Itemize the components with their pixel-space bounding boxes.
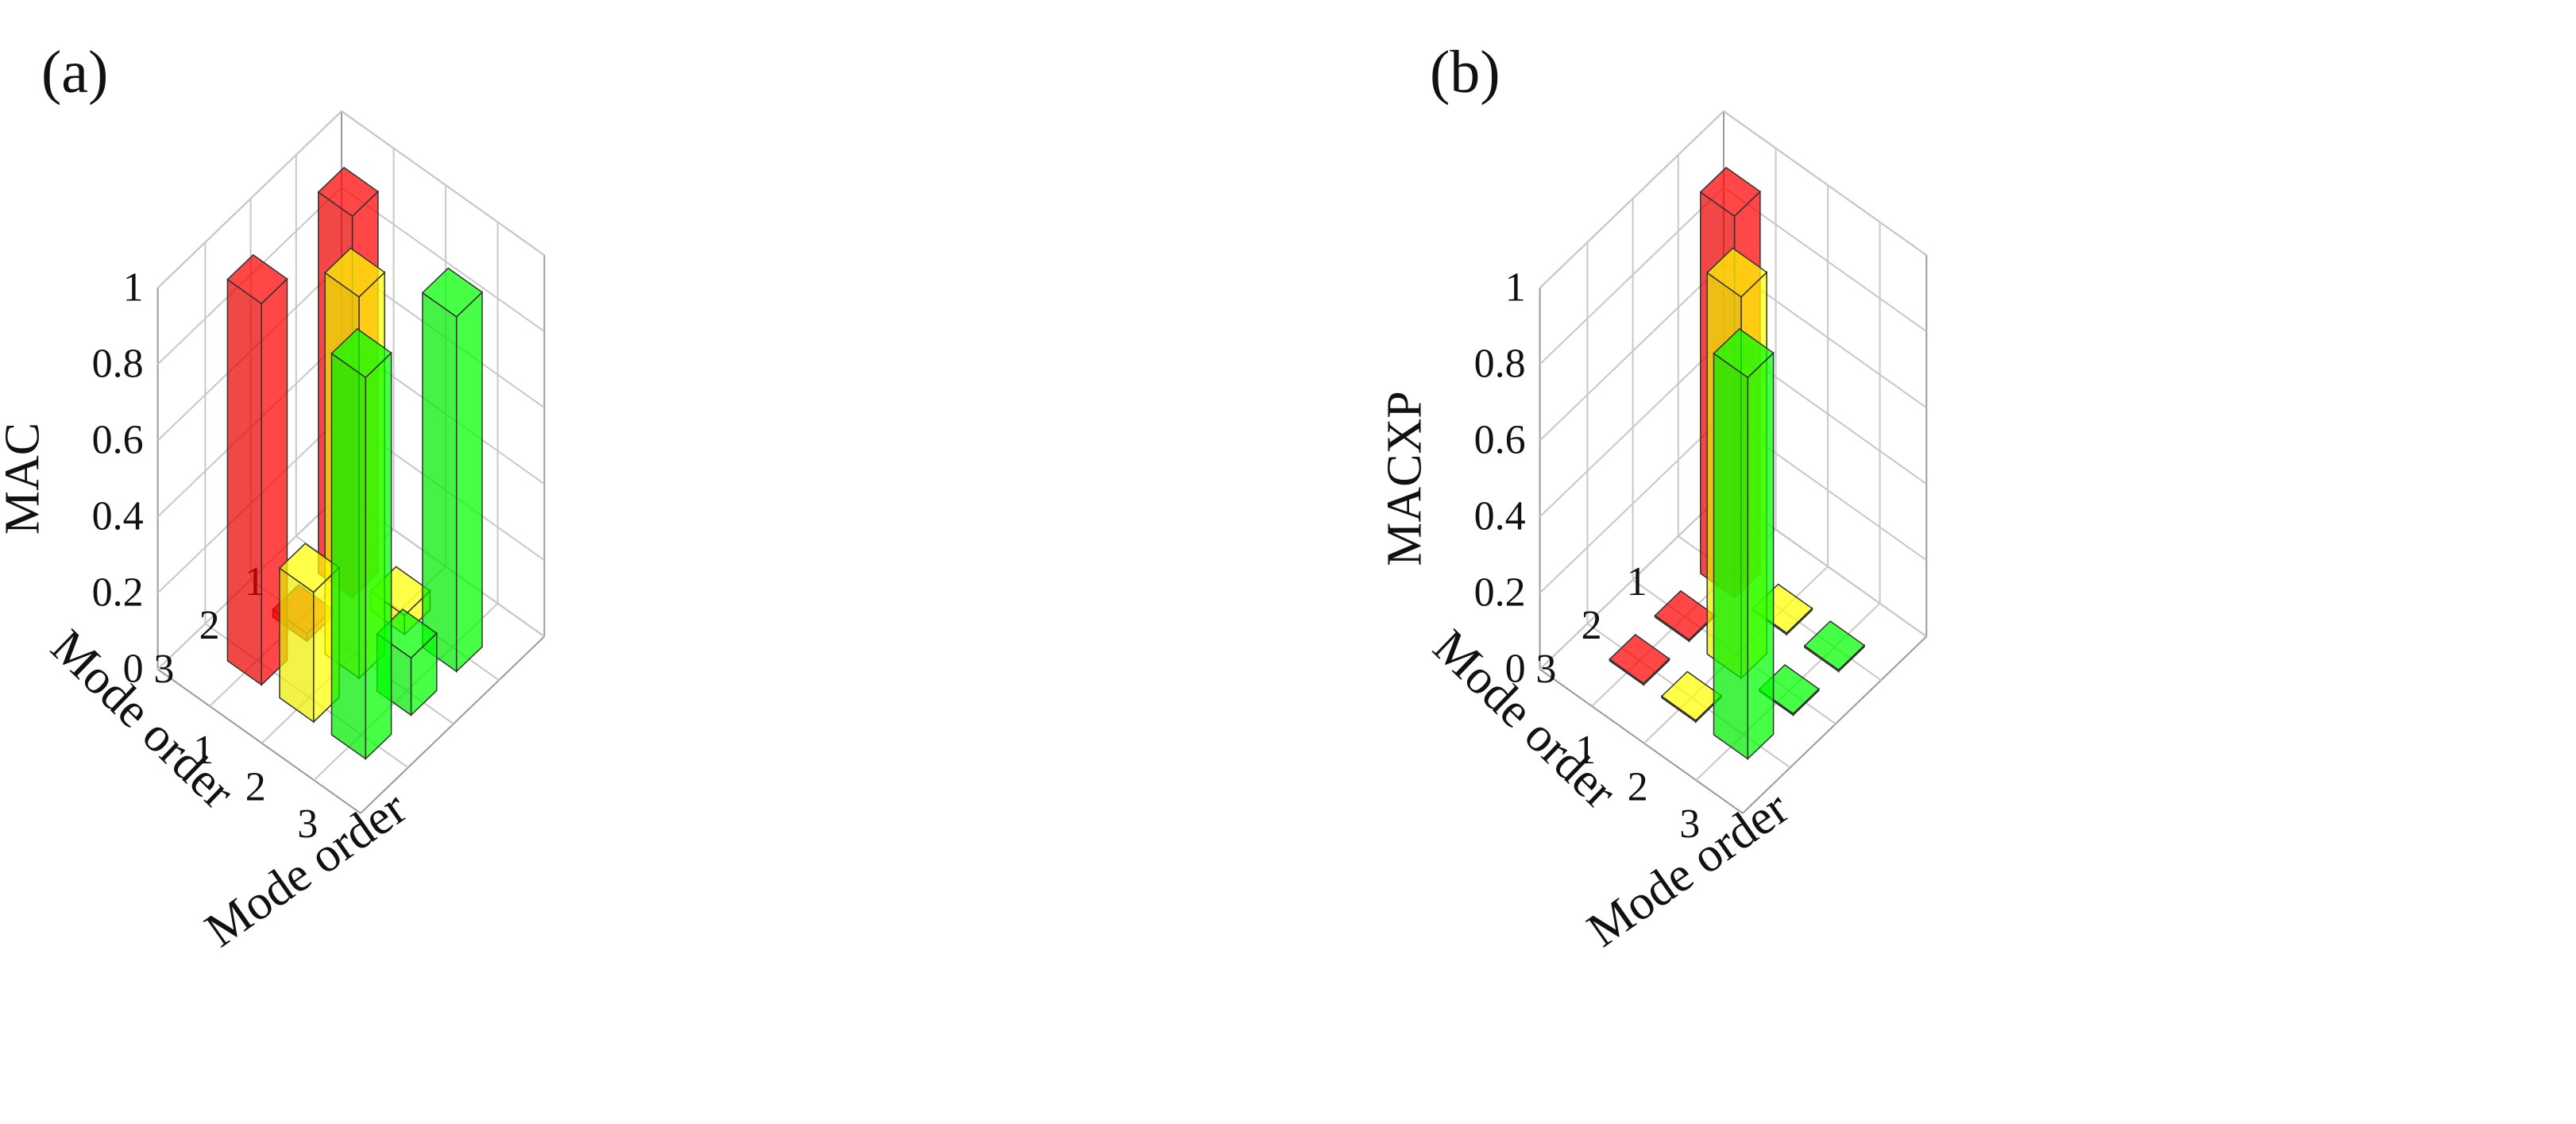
col-axis-tick-label: 1 (1575, 728, 1596, 773)
bar-side (422, 292, 458, 673)
bar-top (1660, 670, 1723, 721)
bar-top (1706, 247, 1768, 298)
axis-box-edge (1539, 668, 1744, 814)
col-axis-tick-label: 3 (297, 801, 318, 847)
row-axis-tick-label: 1 (1627, 559, 1647, 604)
z-tick-label: 0.4 (92, 494, 144, 539)
panel-label-b: (b) (1430, 39, 1500, 106)
bar-side (365, 351, 392, 761)
bar-r3-c1 (1609, 633, 1670, 686)
z-gridline (156, 110, 545, 289)
axis-box-edge (157, 668, 361, 814)
bar-r1-c3 (1803, 620, 1866, 674)
z-tick-label: 0.8 (92, 342, 144, 387)
z-tick-label: 0.6 (1474, 418, 1526, 463)
z-gridline (1539, 110, 1927, 289)
bar-top (1713, 328, 1775, 379)
bar-side (279, 566, 315, 724)
bar-top (1699, 166, 1762, 218)
axis-box-edge (1742, 635, 1927, 814)
col-axis-tick-label: 2 (1628, 765, 1648, 810)
bar-side (226, 278, 262, 686)
bar-side (1747, 351, 1775, 761)
z-tick-label: 0.6 (92, 418, 144, 463)
bar-top (278, 543, 341, 593)
z-axis-label: MAC (0, 423, 50, 535)
z-axis-label: MACXP (1382, 391, 1432, 566)
z-tick-label: 0 (1505, 647, 1526, 692)
z-tick-label: 0.2 (92, 570, 144, 616)
bar-side (455, 291, 483, 674)
bar-top (421, 267, 484, 318)
row-axis-tick-label: 2 (199, 603, 220, 648)
bar-top (324, 247, 386, 298)
bar-r3-c2 (1660, 670, 1723, 724)
bar-top (1803, 620, 1866, 671)
z-tick-label: 1 (123, 265, 144, 311)
axis-box-edge (360, 635, 545, 814)
z-tick-label: 0.4 (1474, 494, 1526, 539)
bar-top (1654, 589, 1716, 641)
bar-top (317, 166, 380, 218)
bar-r3-c2 (278, 543, 341, 724)
z-tick-label: 0 (123, 647, 144, 692)
z-tick-label: 1 (1505, 265, 1526, 311)
bar-r1-c3 (421, 267, 484, 674)
panel-label-a: (a) (41, 39, 109, 106)
bar-side (330, 352, 367, 760)
col-axis-tick-label: 2 (245, 765, 266, 810)
row-axis-tick-label: 3 (153, 647, 174, 692)
row-axis-tick-label: 3 (1535, 647, 1556, 692)
bar-top (330, 328, 392, 379)
col-axis-tick-label: 3 (1679, 801, 1700, 847)
z-tick-label: 0.2 (1474, 570, 1526, 616)
bars (226, 166, 484, 761)
bar-r3-c3 (1713, 328, 1775, 761)
z-tick-label: 0.8 (1474, 342, 1526, 387)
bar-r2-c1 (1654, 589, 1716, 643)
row-axis-tick-label: 2 (1582, 603, 1602, 648)
col-axis-tick-label: 1 (193, 728, 214, 773)
bar-r3-c3 (330, 328, 392, 761)
bars (1609, 166, 1866, 761)
row-gridline (1677, 155, 1882, 682)
bar-top (226, 253, 288, 305)
bar-top (1609, 633, 1670, 685)
bar-r3-c1 (226, 253, 288, 686)
bar-side (1713, 352, 1749, 760)
